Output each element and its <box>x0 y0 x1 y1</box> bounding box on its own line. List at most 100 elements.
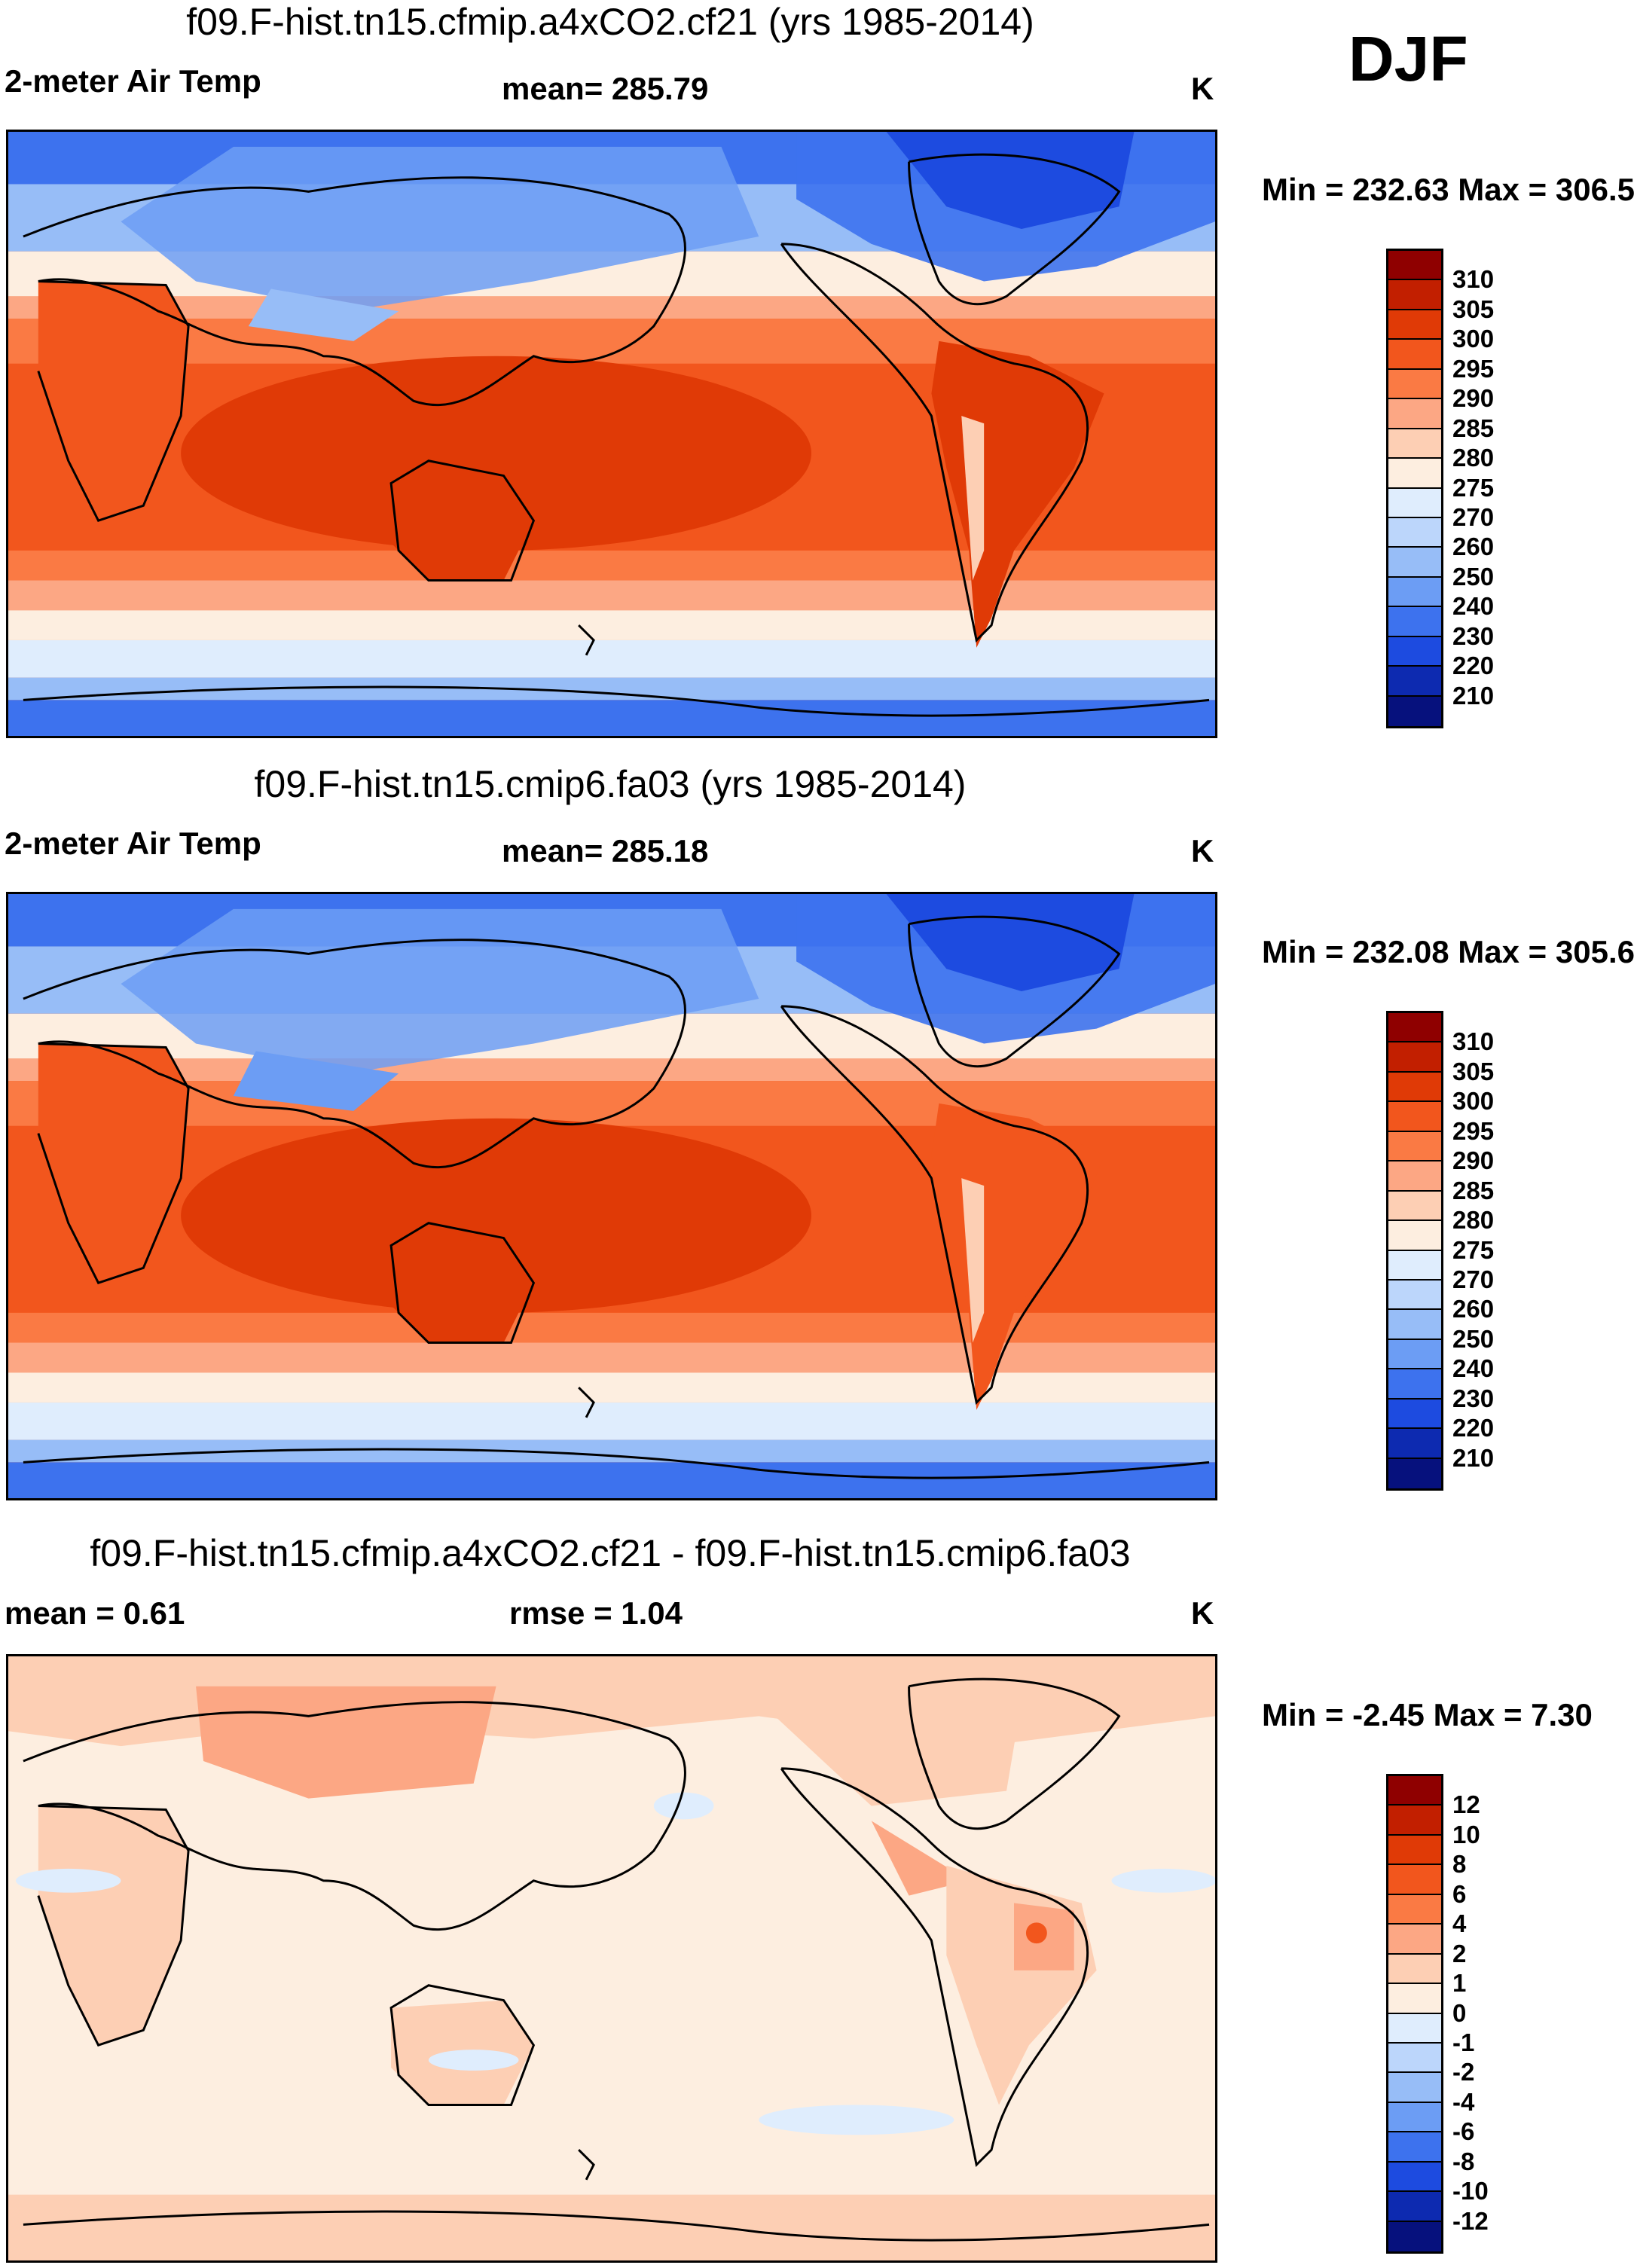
season-label: DJF <box>1348 23 1468 94</box>
colorbar-tick-label: 250 <box>1452 1324 1495 1353</box>
temperature-map-2 <box>8 894 1215 1498</box>
colorbar-segment <box>1388 577 1441 608</box>
colorbar-tick-label: 260 <box>1452 533 1495 561</box>
panel-1-mean-label: mean= 285.79 <box>502 71 709 106</box>
colorbar-tick-label: 210 <box>1452 1443 1495 1472</box>
colorbar-segment <box>1388 251 1441 281</box>
colorbar-tick-label: 290 <box>1452 384 1495 413</box>
colorbar-tick-label: 210 <box>1452 681 1495 710</box>
panel-2-units: K <box>1191 833 1214 868</box>
colorbar-segment <box>1388 1042 1441 1073</box>
temperature-map-1 <box>8 132 1215 736</box>
colorbar-segment <box>1388 1072 1441 1103</box>
colorbar-segment <box>1388 280 1441 310</box>
colorbar-segment <box>1388 340 1441 370</box>
colorbar-tick-label: 285 <box>1452 414 1495 442</box>
colorbar-segment <box>1388 1369 1441 1400</box>
colorbar-tick-label: 275 <box>1452 1235 1495 1264</box>
panel-2-minmax: Min = 232.08 Max = 305.66 <box>1262 934 1634 969</box>
colorbar-segment <box>1388 517 1441 548</box>
colorbar-segment <box>1388 667 1441 697</box>
colorbar-tick-label: 290 <box>1452 1146 1495 1175</box>
colorbar-segment <box>1388 1925 1441 1955</box>
colorbar-tick-label: 220 <box>1452 1414 1495 1442</box>
colorbar-segment <box>1388 2132 1441 2163</box>
colorbar-tick-label: -12 <box>1452 2206 1489 2235</box>
colorbar-tick-label: 250 <box>1452 562 1495 591</box>
colorbar-segment <box>1388 2221 1441 2251</box>
colorbar-segment <box>1388 696 1441 726</box>
colorbar-tick-label: 300 <box>1452 325 1495 353</box>
colorbar-segment <box>1388 1399 1441 1430</box>
colorbar-tick-label: -8 <box>1452 2147 1475 2175</box>
panel-3-mean-label: mean = 0.61 <box>5 1595 185 1631</box>
colorbar-tick-label: 310 <box>1452 265 1495 294</box>
colorbar-tick-label: 280 <box>1452 1206 1495 1235</box>
colorbar-segment <box>1388 2192 1441 2222</box>
panel-3-minmax: Min = -2.45 Max = 7.30 <box>1262 1697 1593 1732</box>
colorbar-segment <box>1388 1310 1441 1340</box>
colorbar-tick-label: 10 <box>1452 1820 1480 1848</box>
colorbar-segment <box>1388 429 1441 459</box>
colorbar-segment <box>1388 1865 1441 1895</box>
panel-2-variable-label: 2-meter Air Temp <box>5 826 261 861</box>
colorbar-tick-label: 4 <box>1452 1909 1467 1938</box>
colorbar-tick-label: -6 <box>1452 2117 1475 2146</box>
colorbar-tick-label: 230 <box>1452 1384 1495 1412</box>
colorbar-segment <box>1388 2013 1441 2044</box>
colorbar-tick-label: 6 <box>1452 1879 1467 1908</box>
colorbar-segment <box>1388 1954 1441 1985</box>
panel-1-title: f09.F-hist.tn15.cfmip.a4xCO2.cf21 (yrs 1… <box>186 1 1034 43</box>
panel-1-colorbar <box>1386 249 1443 728</box>
difference-map <box>8 1656 1215 2260</box>
colorbar-segment <box>1388 1806 1441 1836</box>
colorbar-tick-label: 240 <box>1452 592 1495 621</box>
colorbar-tick-label: 8 <box>1452 1850 1467 1879</box>
colorbar-tick-label: 2 <box>1452 1939 1467 1967</box>
colorbar-segment <box>1388 1221 1441 1251</box>
colorbar-segment <box>1388 636 1441 667</box>
colorbar-segment <box>1388 1894 1441 1925</box>
colorbar-segment <box>1388 1458 1441 1488</box>
colorbar-tick-label: 295 <box>1452 1116 1495 1145</box>
colorbar-tick-label: -4 <box>1452 2087 1475 2116</box>
colorbar-segment <box>1388 1835 1441 1866</box>
colorbar-tick-label: -10 <box>1452 2177 1489 2205</box>
colorbar-segment <box>1388 1161 1441 1192</box>
colorbar-segment <box>1388 310 1441 340</box>
panel-3-map <box>6 1654 1217 2263</box>
colorbar-tick-label: 0 <box>1452 1998 1467 2027</box>
colorbar-tick-label: 1 <box>1452 1969 1467 1998</box>
colorbar-segment <box>1388 1131 1441 1162</box>
colorbar-segment <box>1388 399 1441 429</box>
colorbar-segment <box>1388 607 1441 637</box>
colorbar-segment <box>1388 1429 1441 1459</box>
panel-2-mean-label: mean= 285.18 <box>502 833 709 868</box>
colorbar-segment <box>1388 1280 1441 1311</box>
colorbar-segment <box>1388 1339 1441 1370</box>
colorbar-tick-label: 275 <box>1452 473 1495 502</box>
colorbar-segment <box>1388 1013 1441 1043</box>
panel-3-rmse-label: rmse = 1.04 <box>509 1595 683 1631</box>
colorbar-segment <box>1388 459 1441 489</box>
panel-3-colorbar <box>1386 1774 1443 2254</box>
colorbar-tick-label: -2 <box>1452 2058 1475 2086</box>
panel-1-units: K <box>1191 71 1214 106</box>
colorbar-tick-label: 305 <box>1452 295 1495 323</box>
colorbar-tick-label: 300 <box>1452 1087 1495 1116</box>
colorbar-segment <box>1388 2102 1441 2133</box>
colorbar-segment <box>1388 1776 1441 1806</box>
colorbar-segment <box>1388 2043 1441 2074</box>
colorbar-segment <box>1388 2162 1441 2193</box>
panel-3-units: K <box>1191 1595 1214 1631</box>
colorbar-tick-label: 270 <box>1452 502 1495 531</box>
panel-2-colorbar <box>1386 1011 1443 1491</box>
panel-2-title: f09.F-hist.tn15.cmip6.fa03 (yrs 1985-201… <box>254 763 967 805</box>
panel-1-map <box>6 130 1217 738</box>
panel-1-variable-label: 2-meter Air Temp <box>5 63 261 99</box>
colorbar-tick-label: 295 <box>1452 354 1495 383</box>
panel-3-title: f09.F-hist.tn15.cfmip.a4xCO2.cf21 - f09.… <box>90 1532 1131 1574</box>
colorbar-tick-label: 240 <box>1452 1354 1495 1383</box>
colorbar-tick-label: 220 <box>1452 652 1495 680</box>
colorbar-tick-label: 285 <box>1452 1176 1495 1204</box>
